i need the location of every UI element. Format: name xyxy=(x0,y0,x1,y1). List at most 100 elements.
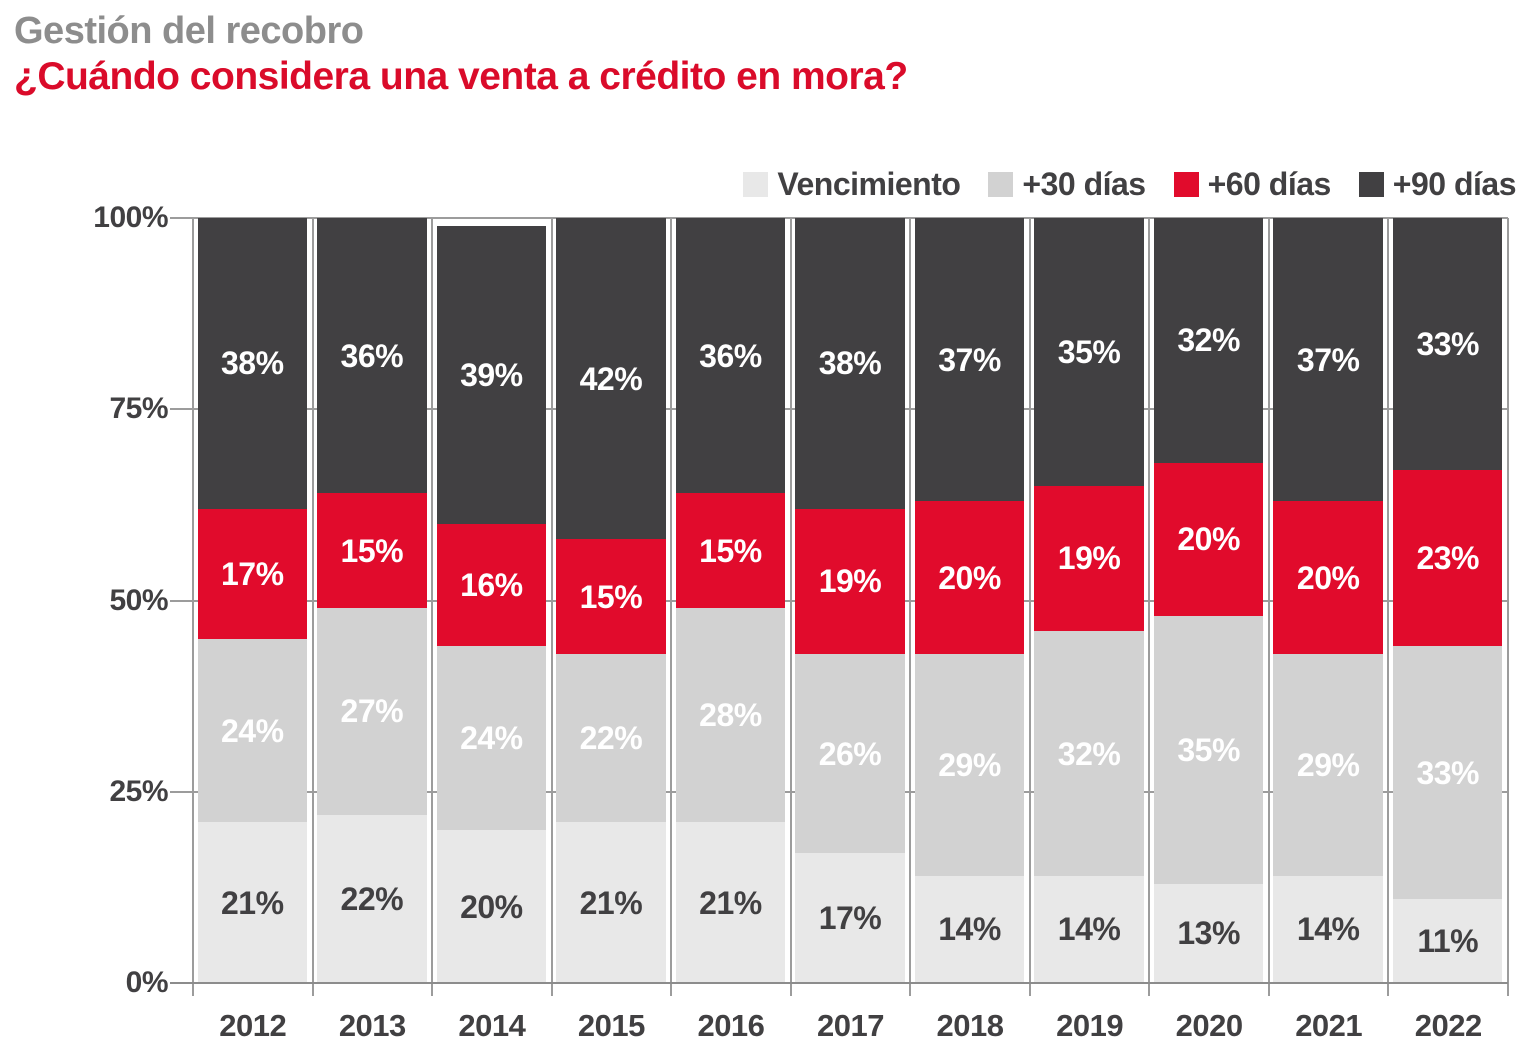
bar-segment-2019-vencimiento: 14% xyxy=(1034,875,1144,983)
legend-label: Vencimiento xyxy=(777,166,961,202)
page-title: Gestión del recobro xyxy=(14,10,364,52)
bar-value-label: 19% xyxy=(818,563,882,600)
x-axis-label-2016: 2016 xyxy=(697,1008,765,1043)
x-axis-label-2018: 2018 xyxy=(936,1008,1004,1043)
bar-value-label: 35% xyxy=(1057,333,1121,370)
bar-segment-2015-vencimiento: 21% xyxy=(556,822,666,983)
bar-value-label: 38% xyxy=(220,345,284,382)
bar-segment-2017--90-d-as: 38% xyxy=(795,218,905,509)
column-separator-line xyxy=(789,218,792,996)
bar-value-label: 36% xyxy=(340,337,404,374)
column-separator-line xyxy=(1148,218,1151,996)
bar-value-label: 21% xyxy=(579,884,643,921)
bar-segment-2013--90-d-as: 36% xyxy=(317,218,427,494)
y-gridline-100 xyxy=(170,217,1508,219)
column-separator-line xyxy=(311,218,314,996)
plot-area: 21% 24% 17% 38% 22% 27% 15% 36% 20% 24% 16% 39% 21% 2… xyxy=(170,217,1509,996)
bar-segment-2017--60-d-as: 19% xyxy=(795,508,905,655)
column-separator-line xyxy=(1028,218,1031,996)
bar-value-label: 15% xyxy=(579,578,643,615)
bar-2020: 13% 35% 20% 32% xyxy=(1153,218,1264,983)
bar-value-label: 37% xyxy=(1296,341,1360,378)
bar-value-label: 33% xyxy=(1416,754,1479,791)
bar-value-label: 16% xyxy=(460,567,523,604)
bar-segment-2016--60-d-as: 15% xyxy=(675,493,786,609)
y-axis-tick-label: 75% xyxy=(109,392,168,426)
y-axis-tick-label: 25% xyxy=(109,774,168,808)
bar-segment-2017--30-d-as: 26% xyxy=(795,654,905,853)
bar-2013: 22% 27% 15% 36% xyxy=(317,218,427,983)
bar-segment-2016--90-d-as: 36% xyxy=(675,218,786,494)
bar-segment-2018--30-d-as: 29% xyxy=(914,654,1025,876)
bar-value-label: 35% xyxy=(1177,731,1240,768)
bar-2018: 14% 29% 20% 37% xyxy=(914,218,1025,983)
bar-value-label: 20% xyxy=(460,888,523,925)
bar-segment-2018--60-d-as: 20% xyxy=(914,501,1025,655)
bar-2019: 14% 32% 19% 35% xyxy=(1034,218,1144,983)
bar-value-label: 32% xyxy=(1177,322,1240,359)
bar-value-label: 33% xyxy=(1416,326,1479,363)
bar-2015: 21% 22% 15% 42% xyxy=(556,218,666,983)
legend-swatch-icon xyxy=(1358,172,1384,197)
bar-segment-2014--30-d-as: 24% xyxy=(436,646,547,830)
column-separator-line xyxy=(192,218,194,996)
bar-segment-2021--90-d-as: 37% xyxy=(1273,218,1383,502)
legend: Vencimiento +30 días +60 días +90 días xyxy=(743,166,1517,203)
bar-value-label: 22% xyxy=(579,720,643,757)
bar-value-label: 24% xyxy=(460,720,523,757)
title-block: Gestión del recobro ¿Cuándo considera un… xyxy=(14,8,908,100)
y-axis-tick-label: 100% xyxy=(93,201,168,234)
bar-value-label: 11% xyxy=(1417,922,1479,959)
x-axis-label-2022: 2022 xyxy=(1414,1008,1482,1043)
bar-value-label: 20% xyxy=(1177,521,1240,558)
bar-2012: 21% 24% 17% 38% xyxy=(197,218,308,983)
x-axis-label-2021: 2021 xyxy=(1295,1008,1363,1043)
bar-segment-2012--30-d-as: 24% xyxy=(197,638,308,823)
bar-2016: 21% 28% 15% 36% xyxy=(675,218,786,983)
legend-label: +60 días xyxy=(1207,166,1332,202)
bar-value-label: 21% xyxy=(699,884,762,921)
bar-value-label: 20% xyxy=(938,559,1001,596)
bar-segment-2014-vencimiento: 20% xyxy=(436,830,547,983)
bar-segment-2021-vencimiento: 14% xyxy=(1273,875,1383,983)
bar-value-label: 21% xyxy=(220,884,284,921)
bar-value-label: 20% xyxy=(1296,559,1360,596)
legend-item--30-d-as: +30 días xyxy=(988,166,1146,203)
legend-item-vencimiento: Vencimiento xyxy=(743,166,961,203)
bar-segment-2012-vencimiento: 21% xyxy=(197,822,308,983)
bar-segment-2022-vencimiento: 11% xyxy=(1392,898,1503,983)
bar-2022: 11% 33% 23% 33% xyxy=(1392,218,1503,983)
bar-value-label: 26% xyxy=(818,735,882,772)
bar-value-label: 15% xyxy=(340,532,404,569)
bar-segment-2019--30-d-as: 32% xyxy=(1034,631,1144,876)
bar-segment-2015--90-d-as: 42% xyxy=(556,218,666,540)
bar-segment-2016--30-d-as: 28% xyxy=(675,608,786,823)
bar-segment-2021--60-d-as: 20% xyxy=(1273,501,1383,655)
x-axis-label-2019: 2019 xyxy=(1056,1008,1124,1043)
bar-value-label: 37% xyxy=(938,341,1001,378)
bar-segment-2022--90-d-as: 33% xyxy=(1392,218,1503,471)
bar-value-label: 14% xyxy=(938,911,1001,948)
legend-item--90-d-as: +90 días xyxy=(1358,166,1517,203)
bar-value-label: 28% xyxy=(699,697,762,734)
bar-segment-2015--30-d-as: 22% xyxy=(556,654,666,823)
bar-2014: 20% 24% 16% 39% xyxy=(436,218,547,983)
column-separator-line xyxy=(670,218,673,996)
column-separator-line xyxy=(431,218,434,996)
bar-2017: 17% 26% 19% 38% xyxy=(795,218,905,983)
legend-swatch-icon xyxy=(988,172,1014,197)
bar-segment-2014--90-d-as: 39% xyxy=(436,225,547,525)
x-axis-label-2017: 2017 xyxy=(817,1008,884,1043)
bar-segment-2019--90-d-as: 35% xyxy=(1034,218,1144,486)
bar-value-label: 23% xyxy=(1416,540,1479,577)
bar-value-label: 17% xyxy=(818,899,882,936)
x-axis-label-2014: 2014 xyxy=(458,1008,526,1043)
bar-segment-2020-vencimiento: 13% xyxy=(1153,883,1264,983)
bar-value-label: 13% xyxy=(1177,915,1240,952)
legend-label: +30 días xyxy=(1022,166,1146,202)
x-axis-label-2015: 2015 xyxy=(577,1008,645,1043)
chart-question-subtitle: ¿Cuándo considera una venta a crédito en… xyxy=(14,55,908,98)
bar-value-label: 14% xyxy=(1296,911,1360,948)
bar-value-label: 32% xyxy=(1057,735,1121,772)
column-separator-line xyxy=(550,218,553,996)
